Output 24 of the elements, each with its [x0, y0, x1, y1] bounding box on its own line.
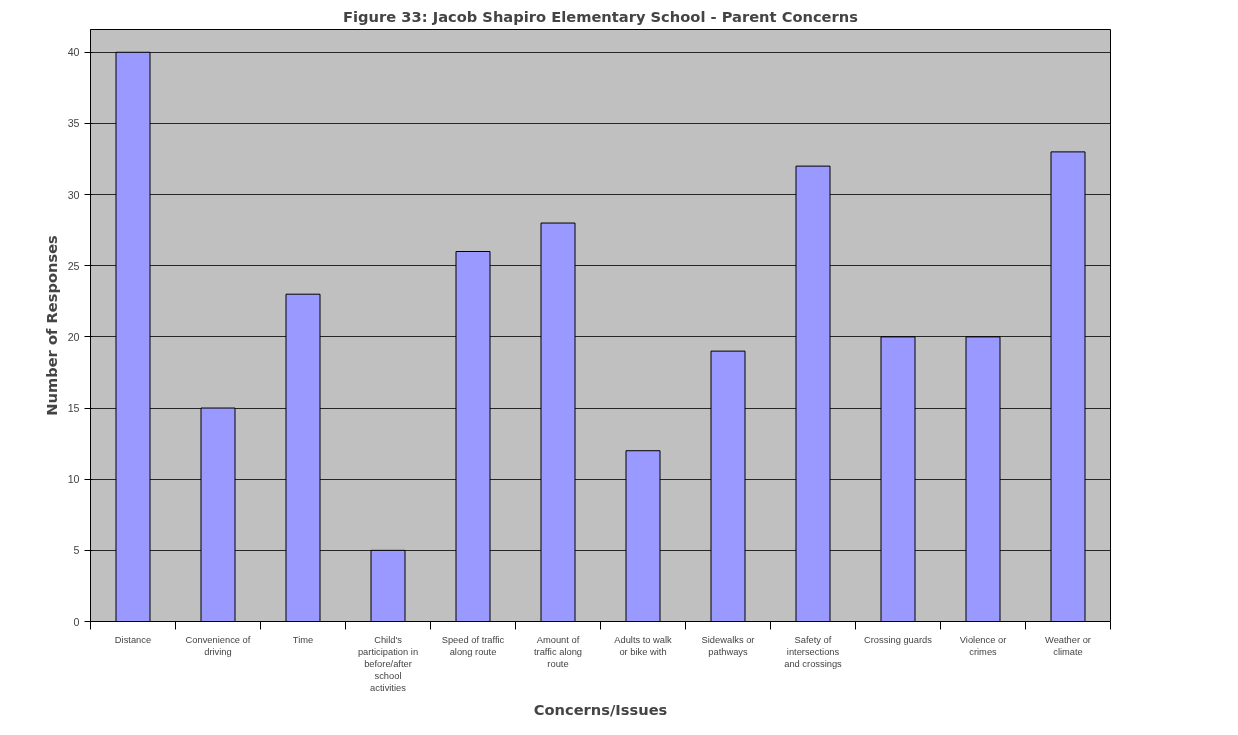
- y-tick-label: 35: [67, 117, 80, 130]
- x-tick-label: Amount of traffic along route: [533, 634, 583, 669]
- x-tick-label: Time: [292, 634, 314, 645]
- x-tick-label: Sidewalks or pathways: [701, 634, 755, 657]
- x-tick-label: Convenience of driving: [185, 634, 251, 657]
- y-tick-label: 25: [67, 259, 80, 272]
- y-tick-label: 20: [67, 330, 80, 343]
- chart-title: Figure 33: Jacob Shapiro Elementary School - Parent Concerns: [343, 7, 859, 25]
- x-tick-label: Distance: [114, 634, 152, 645]
- x-tick-label: Crossing guards: [864, 634, 933, 645]
- x-tick-label: Violence or crimes: [959, 634, 1007, 657]
- y-tick-label: 5: [73, 544, 80, 557]
- y-tick-label: 30: [67, 188, 80, 201]
- x-tick-label: Adults to walk or bike with: [614, 634, 673, 657]
- x-tick-label: Safety of intersections and crossings: [784, 634, 843, 669]
- y-tick-label: 40: [67, 46, 80, 59]
- y-tick-label: 15: [67, 402, 80, 415]
- y-tick-label: 0: [73, 615, 80, 628]
- y-axis-title: Number of Responses: [42, 234, 60, 416]
- x-axis-title: Concerns/Issues: [533, 700, 668, 718]
- y-tick-label: 10: [67, 473, 80, 486]
- x-tick-label: Child's participation in before/after school activities: [357, 634, 419, 693]
- x-tick-label: Weather or climate: [1045, 634, 1091, 657]
- x-tick-label: Speed of traffic along route: [441, 634, 505, 657]
